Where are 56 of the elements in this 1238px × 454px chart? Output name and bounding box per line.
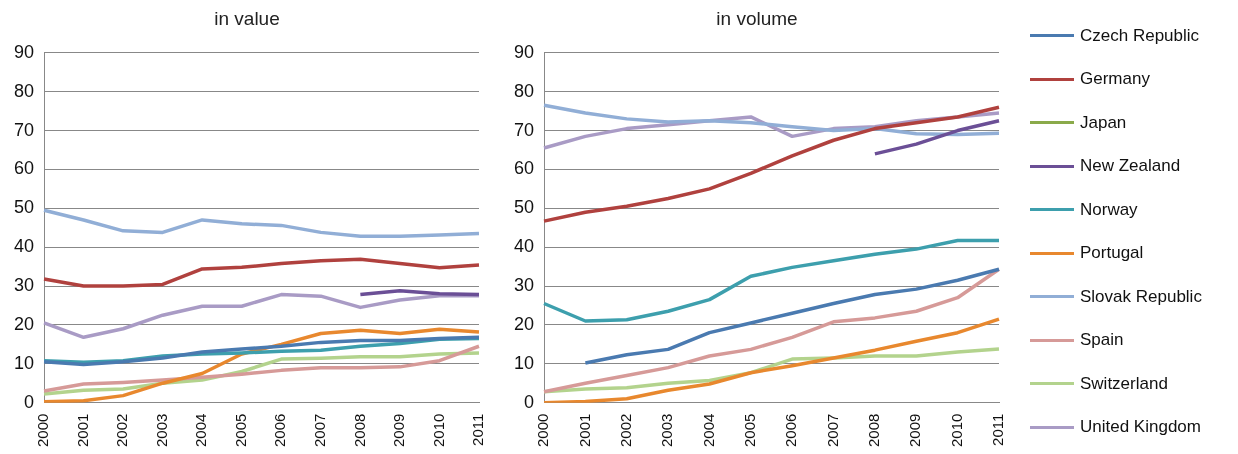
y-tick-label: 20 — [513, 313, 535, 334]
legend-label: Spain — [1080, 330, 1124, 351]
legend-label: Japan — [1080, 112, 1127, 133]
y-tick-label: 70 — [513, 119, 535, 140]
legend-label: Czech Republic — [1080, 25, 1200, 46]
y-tick-label: 30 — [13, 274, 35, 295]
y-tick-label: 50 — [513, 197, 535, 218]
x-tick-label: 2007 — [823, 413, 841, 448]
x-tick-label: 2006 — [271, 413, 289, 448]
x-tick-label: 2010 — [947, 413, 965, 448]
y-tick-label: 60 — [13, 158, 35, 179]
y-tick-label: 40 — [13, 236, 35, 257]
y-tick-label: 90 — [13, 41, 35, 62]
x-tick-label: 2006 — [782, 413, 800, 448]
x-tick-label: 2008 — [865, 413, 883, 448]
x-tick-label: 2000 — [34, 413, 52, 448]
x-tick-label: 2011 — [989, 413, 1007, 446]
y-tick-label: 80 — [13, 80, 35, 101]
y-tick-label: 70 — [13, 119, 35, 140]
y-tick-label: 30 — [513, 274, 535, 295]
x-tick-label: 2001 — [575, 413, 593, 448]
y-tick-label: 60 — [513, 158, 535, 179]
x-tick-label: 2002 — [113, 413, 131, 448]
y-tick-label: 40 — [513, 236, 535, 257]
x-tick-label: 2007 — [310, 413, 328, 448]
y-tick-label: 20 — [13, 313, 35, 334]
y-tick-label: 10 — [13, 352, 35, 373]
y-tick-label: 0 — [524, 391, 535, 412]
y-tick-label: 10 — [513, 352, 535, 373]
x-tick-label: 2002 — [616, 413, 634, 448]
chart-title: in volume — [716, 7, 798, 29]
x-tick-label: 2001 — [73, 413, 91, 448]
x-tick-label: 2000 — [534, 413, 552, 448]
x-tick-label: 2005 — [740, 413, 758, 448]
legend-label: Slovak Republic — [1080, 286, 1202, 307]
x-tick-label: 2010 — [429, 413, 447, 448]
x-tick-label: 2009 — [390, 413, 408, 448]
legend-label: Portugal — [1080, 243, 1144, 264]
x-tick-label: 2005 — [231, 413, 249, 448]
x-tick-label: 2003 — [658, 413, 676, 448]
legend-label: Norway — [1080, 199, 1138, 220]
y-tick-label: 0 — [24, 391, 35, 412]
y-tick-label: 50 — [13, 197, 35, 218]
x-tick-label: 2004 — [699, 413, 717, 448]
x-tick-label: 2008 — [350, 413, 368, 448]
x-tick-label: 2004 — [192, 413, 210, 448]
legend-label: New Zealand — [1080, 156, 1181, 177]
legend-label: Germany — [1080, 69, 1150, 90]
legend-label: Switzerland — [1080, 373, 1168, 394]
y-tick-label: 90 — [513, 41, 535, 62]
legend-label: United Kingdom — [1080, 417, 1201, 438]
chart-title: in value — [214, 7, 280, 29]
x-tick-label: 2009 — [906, 413, 924, 448]
y-tick-label: 80 — [513, 80, 535, 101]
x-tick-label: 2003 — [152, 413, 170, 448]
x-tick-label: 2011 — [469, 413, 487, 446]
